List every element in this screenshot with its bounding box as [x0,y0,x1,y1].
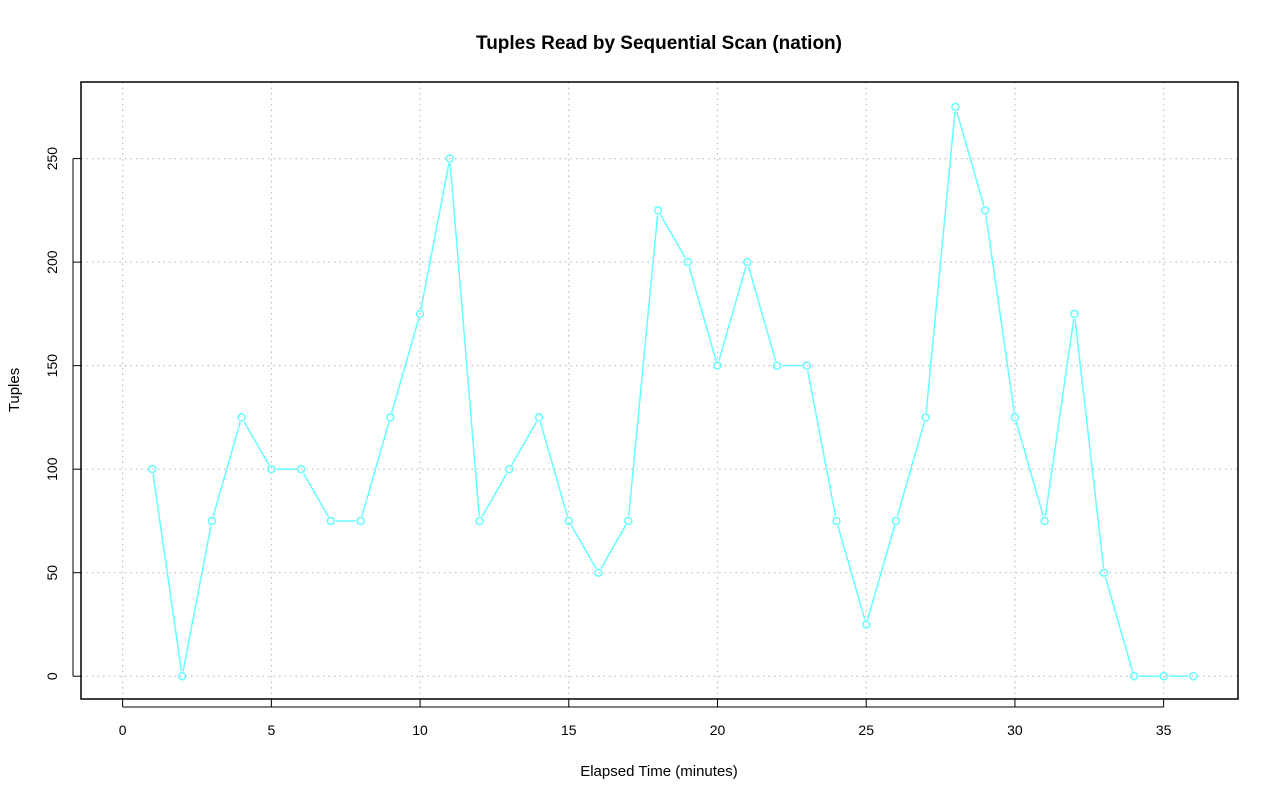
series-line-segment [361,422,390,517]
data-point [445,154,455,163]
x-tick-label: 25 [858,722,874,738]
x-tick-label: 35 [1156,722,1172,738]
x-tick-label: 5 [267,722,275,738]
series-line-segment [956,111,985,206]
series-line-segment [481,473,508,517]
data-point [772,361,782,370]
data-point [386,413,395,422]
data-point [534,413,544,422]
series-line-segment [747,266,777,362]
x-tick-label: 15 [561,722,577,738]
series-line-segment [152,474,183,672]
data-point [564,516,574,526]
data-series [148,102,1198,681]
series-line-segment [570,524,597,569]
series-line-segment [1015,422,1045,517]
series-line-segment [659,214,686,259]
series-line-segment [627,215,659,517]
x-axis-label: Elapsed Time (minutes) [580,763,738,780]
series-line-segment [866,525,896,620]
data-point [1040,516,1049,526]
plot-frame [80,81,1239,700]
x-tick-label: 20 [710,722,726,738]
series-line-segment [511,421,538,466]
data-point [1010,413,1020,422]
data-point [1070,309,1079,319]
data-point [624,516,633,526]
data-point [594,568,603,577]
data-point [1159,671,1168,681]
x-tick-label: 0 [119,722,127,738]
data-point [713,361,722,370]
data-point [148,464,157,474]
y-tick-label: 0 [44,672,60,680]
series-line-segment [243,421,270,466]
data-point [683,257,693,267]
series-line-segment [806,370,837,517]
series-line-segment [925,111,956,413]
x-tick-label: 30 [1007,722,1023,738]
data-point [1189,671,1198,681]
series-line-segment [212,422,241,517]
data-point [832,516,841,526]
grid [81,82,1238,699]
series-line-segment [837,525,866,620]
data-point [1129,671,1139,681]
series-line-segment [390,318,420,413]
series-line-segment [1044,318,1075,517]
data-point [951,102,960,112]
data-point [653,206,663,215]
data-point [177,671,187,681]
series-line-segment [539,422,569,517]
series-line-segment [449,163,480,517]
series-line-segment [718,266,747,362]
chart-title: Tuples Read by Sequential Scan (nation) [476,33,842,54]
series-line-segment [182,525,212,672]
y-tick-label: 250 [44,147,60,171]
data-point [267,464,276,474]
data-point [237,413,246,422]
data-point [861,620,871,629]
y-tick-label: 50 [44,565,60,581]
axes: 0 5 10 15 20 25 30 35 0 50 100 150 200 250 [44,147,1172,738]
data-point [415,309,425,319]
y-tick-label: 200 [44,250,60,274]
y-tick-label: 150 [44,354,60,378]
series-line-segment [1074,318,1105,568]
series-line-segment [420,163,450,310]
x-tick-label: 10 [412,722,428,738]
data-point [1099,568,1109,577]
series-line-segment [896,422,926,517]
data-point [207,516,217,526]
series-line-segment [688,266,717,362]
data-point [326,516,336,526]
y-axis-label: Tuples [6,368,23,412]
data-point [475,516,484,526]
data-point [356,516,365,526]
data-point [742,257,752,267]
data-point [802,361,811,370]
data-point [505,464,514,474]
data-point [921,413,930,422]
series-line-segment [600,524,627,569]
series-line-segment [985,215,1015,413]
y-tick-label: 100 [44,457,60,481]
data-point [980,206,990,215]
series-line-segment [302,473,329,517]
series-line-segment [1104,577,1134,672]
data-point [296,464,306,474]
data-point [891,516,901,526]
